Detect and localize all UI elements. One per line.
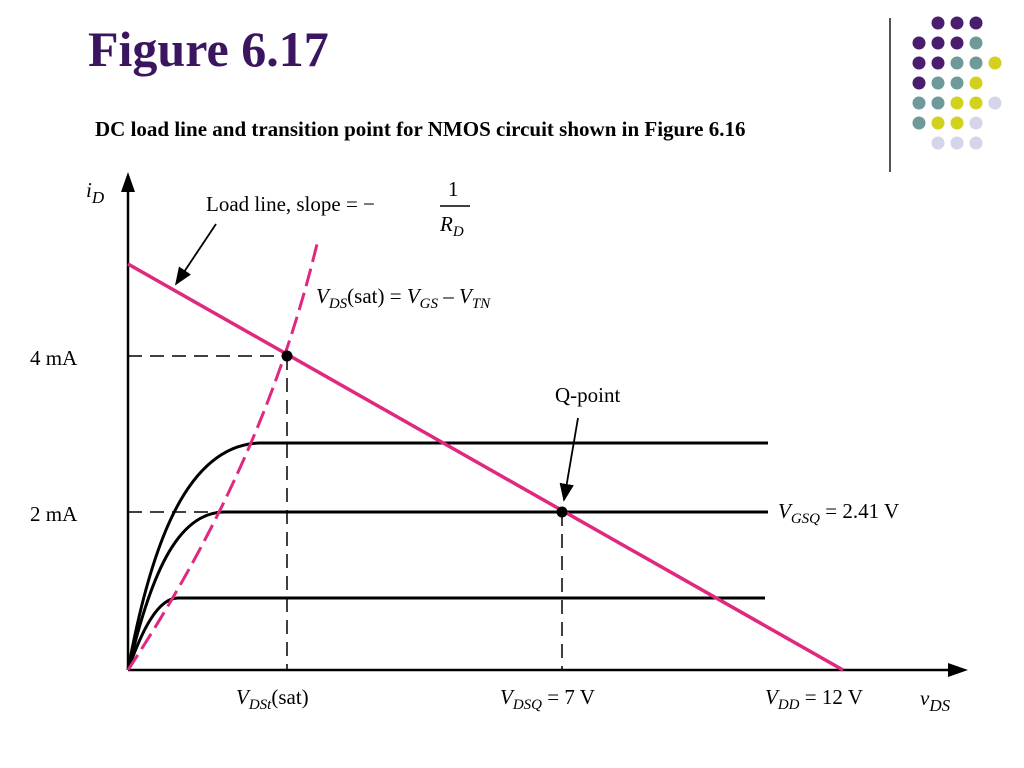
q-point-marker [556, 506, 568, 518]
decorative-divider [889, 18, 891, 172]
decorative-dot [950, 16, 964, 30]
x-axis-arrow-icon [948, 663, 968, 677]
decorative-dot [950, 116, 964, 130]
decorative-dot [988, 56, 1002, 70]
decorative-dot [969, 36, 983, 50]
decorative-dot [931, 96, 945, 110]
decorative-dot [950, 76, 964, 90]
decorative-dot [969, 16, 983, 30]
decorative-dot [912, 116, 926, 130]
slope-numerator: 1 [448, 177, 459, 201]
decorative-dot [950, 136, 964, 150]
decorative-dot [931, 76, 945, 90]
decorative-dot [950, 96, 964, 110]
transition-point [281, 350, 293, 362]
load-line [127, 262, 844, 672]
load-line-pointer [175, 223, 217, 286]
y-tick-2ma: 2 mA [30, 502, 78, 526]
decorative-dot [969, 76, 983, 90]
x-tick-vdd: VDD = 12 V [765, 685, 863, 713]
slide-title: Figure 6.17 [88, 21, 329, 77]
decorative-dot-grid [912, 16, 1002, 150]
decorative-dot [969, 56, 983, 70]
y-axis-arrow-icon [121, 172, 135, 192]
decorative-dot [912, 36, 926, 50]
decorative-dot [950, 56, 964, 70]
load-line-label: Load line, slope = − [206, 192, 375, 216]
decorative-dot [969, 136, 983, 150]
q-point-pointer [559, 417, 579, 502]
decorative-dot [912, 76, 926, 90]
decorative-dot [931, 116, 945, 130]
decorative-dot [912, 96, 926, 110]
decorative-dot [969, 96, 983, 110]
slope-denominator: RD [439, 212, 464, 240]
x-axis-label: vDS [920, 686, 951, 715]
decorative-dot [988, 96, 1002, 110]
decorative-dot [950, 36, 964, 50]
decorative-dot [931, 36, 945, 50]
y-tick-4ma: 4 mA [30, 346, 78, 370]
characteristic-curve-low [126, 596, 765, 671]
y-axis-label: iD [86, 178, 105, 207]
saturation-equation-label: VDS(sat) = VGS – VTN [316, 284, 491, 312]
vgsq-label: VGSQ = 2.41 V [778, 499, 899, 527]
decorative-dot [931, 136, 945, 150]
slide-subtitle: DC load line and transition point for NM… [95, 117, 746, 141]
decorative-dot [969, 116, 983, 130]
decorative-dot [931, 16, 945, 30]
decorative-dot [912, 56, 926, 70]
characteristic-curve-top [126, 441, 768, 671]
q-point-label: Q-point [555, 383, 620, 407]
characteristic-curve-mid [126, 510, 768, 671]
x-tick-vdsq: VDSQ = 7 V [500, 685, 595, 713]
x-tick-vdst: VDSt(sat) [236, 685, 309, 713]
decorative-dot [931, 56, 945, 70]
saturation-boundary-curve [126, 239, 320, 671]
